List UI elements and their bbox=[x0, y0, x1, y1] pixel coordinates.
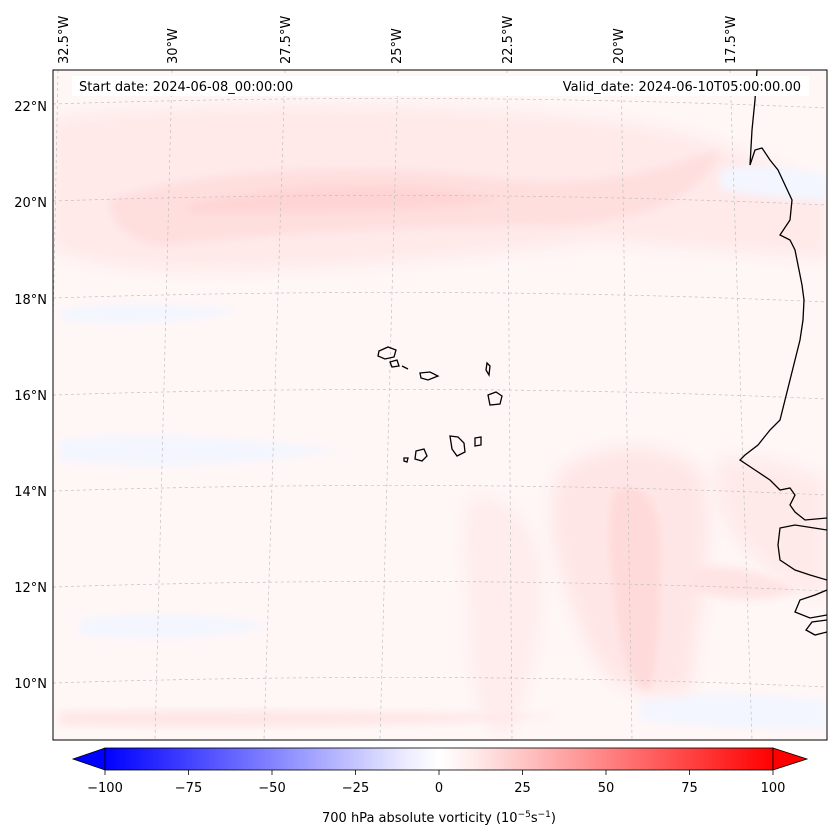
vorticity-streak bbox=[690, 566, 800, 600]
lon-tick-label: 25°W bbox=[390, 28, 405, 64]
coastlines bbox=[377, 70, 827, 636]
vorticity-streak-south bbox=[465, 498, 541, 735]
lat-tick-label: 18°N bbox=[14, 293, 47, 308]
africa-coastline bbox=[777, 524, 827, 581]
colorbar-tick-label: 75 bbox=[681, 781, 698, 796]
colorbar-tick-label: 50 bbox=[598, 781, 615, 796]
vorticity-streak-south-core bbox=[609, 487, 660, 690]
island-sal bbox=[485, 361, 491, 377]
vorticity-negative-patch bbox=[60, 435, 340, 466]
africa-coastline bbox=[738, 70, 827, 521]
colorbar-tick-label: 25 bbox=[514, 781, 531, 796]
colorbar-max-extension bbox=[772, 747, 809, 771]
colorbar-label: 700 hPa absolute vorticity (10−5s−1) bbox=[322, 810, 556, 826]
parallel-line bbox=[53, 389, 827, 400]
parallel-line bbox=[53, 195, 827, 206]
island-sao-nicolau bbox=[419, 371, 440, 381]
vorticity-band-north-max bbox=[190, 185, 500, 212]
colorbar-tick-label: −75 bbox=[175, 781, 202, 796]
graticule bbox=[53, 70, 827, 740]
lon-tick-label: 17.5°W bbox=[724, 16, 739, 64]
vorticity-streak-coastal bbox=[714, 457, 827, 600]
island-santa-luzia bbox=[401, 365, 409, 370]
meridian-line bbox=[506, 70, 513, 740]
vorticity-negative-patch bbox=[60, 304, 240, 323]
parallel-line bbox=[53, 98, 827, 109]
lat-tick-label: 22°N bbox=[14, 100, 47, 115]
lon-tick-label: 27.5°W bbox=[279, 16, 294, 64]
lat-tick-label: 12°N bbox=[14, 581, 47, 596]
meridian-line bbox=[620, 70, 633, 740]
colorbar: −100 −75 −50 −25 0 25 50 75 100 700 hPa … bbox=[71, 747, 809, 826]
parallel-line bbox=[53, 485, 827, 496]
island-santo-antao bbox=[377, 346, 397, 360]
meridian-line bbox=[263, 70, 286, 740]
lon-tick-label: 30°W bbox=[166, 28, 181, 64]
island-boa-vista bbox=[487, 391, 503, 406]
colorbar-tick-label: 100 bbox=[761, 781, 786, 796]
lon-tick-label: 32.5°W bbox=[57, 16, 72, 64]
island-brava bbox=[403, 457, 409, 463]
meridian-line bbox=[729, 70, 753, 740]
latitude-tick-labels: 22°N 20°N 18°N 16°N 14°N 12°N 10°N bbox=[14, 100, 47, 692]
map-frame bbox=[52, 69, 828, 741]
colorbar-tick-label: −25 bbox=[342, 781, 369, 796]
lon-tick-label: 20°W bbox=[612, 28, 627, 64]
africa-coastline bbox=[805, 619, 827, 636]
start-date-label: Start date: 2024-06-08_00:00:00 bbox=[79, 80, 293, 95]
lat-tick-label: 10°N bbox=[14, 677, 47, 692]
vorticity-negative-patch bbox=[80, 614, 270, 638]
island-maio bbox=[474, 436, 482, 447]
parallel-line bbox=[53, 581, 827, 592]
lat-tick-label: 14°N bbox=[14, 485, 47, 500]
colorbar-tick-label: 0 bbox=[435, 781, 443, 796]
colorbar-min-extension bbox=[71, 747, 106, 771]
colorbar-bar bbox=[104, 747, 774, 771]
colorbar-label-unit: s bbox=[531, 811, 538, 826]
island-fogo bbox=[414, 448, 428, 462]
colorbar-label-exp: −1 bbox=[538, 810, 551, 820]
vorticity-negative-patch bbox=[720, 165, 827, 200]
island-santiago bbox=[449, 435, 466, 457]
parallel-line bbox=[53, 292, 827, 303]
colorbar-label-prefix: 700 hPa absolute vorticity (10 bbox=[322, 811, 518, 826]
colorbar-label-suffix: ) bbox=[551, 811, 556, 826]
lat-tick-label: 20°N bbox=[14, 196, 47, 211]
lon-tick-label: 22.5°W bbox=[501, 16, 516, 64]
meridian-line bbox=[154, 70, 173, 740]
africa-coastline bbox=[794, 589, 827, 619]
parallel-line bbox=[53, 677, 827, 688]
colorbar-ticks bbox=[104, 770, 774, 775]
meridian-line bbox=[379, 70, 399, 740]
colorbar-tick-label: −50 bbox=[258, 781, 285, 796]
colorbar-label-exp: −5 bbox=[518, 810, 531, 820]
header-strip bbox=[72, 76, 809, 96]
colorbar-tick-label: −100 bbox=[87, 781, 123, 796]
map-panel: Start date: 2024-06-08_00:00:00 Valid_da… bbox=[52, 69, 828, 741]
vorticity-negative-patch bbox=[640, 694, 827, 730]
vorticity-band-south bbox=[60, 710, 560, 727]
island-sao-vicente bbox=[389, 359, 400, 368]
lat-tick-label: 16°N bbox=[14, 389, 47, 404]
longitude-tick-labels: 32.5°W 30°W 27.5°W 25°W 22.5°W 20°W 17.5… bbox=[57, 16, 739, 64]
vorticity-field bbox=[53, 105, 827, 735]
valid-date-label: Valid_date: 2024-06-10T05:00:00.00 bbox=[563, 80, 801, 95]
